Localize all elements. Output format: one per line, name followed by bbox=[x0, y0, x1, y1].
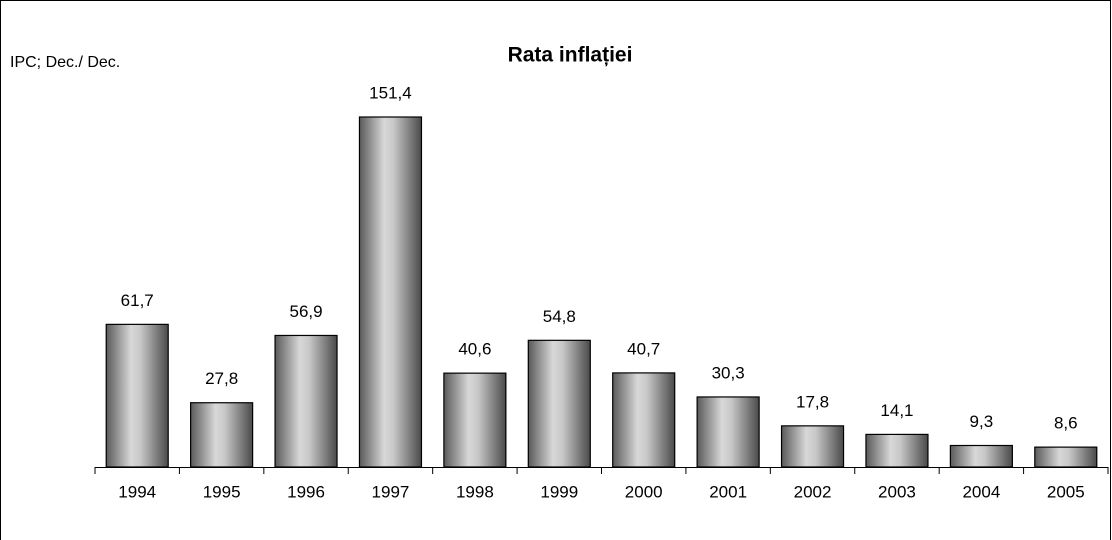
chart-title: Rata inflației bbox=[508, 44, 633, 67]
bar bbox=[358, 116, 423, 468]
data-label: 40,7 bbox=[627, 339, 660, 358]
data-label: 14,1 bbox=[880, 401, 913, 420]
x-tick-label: 2004 bbox=[962, 482, 1000, 501]
x-tick-label: 1995 bbox=[203, 482, 241, 501]
data-label: 40,6 bbox=[458, 340, 491, 359]
x-tick-label: 1999 bbox=[540, 482, 578, 501]
x-tick-label: 1997 bbox=[372, 482, 410, 501]
bar bbox=[443, 372, 507, 468]
data-label: 8,6 bbox=[1054, 414, 1078, 433]
chart-subtitle: IPC; Dec./ Dec. bbox=[10, 54, 120, 71]
bar bbox=[1034, 446, 1098, 468]
bar bbox=[696, 396, 760, 468]
x-tick-label: 2002 bbox=[794, 482, 832, 501]
bar bbox=[865, 433, 929, 468]
x-tick-label: 2000 bbox=[625, 482, 663, 501]
data-label: 56,9 bbox=[289, 302, 322, 321]
x-tick-label: 1998 bbox=[456, 482, 494, 501]
data-label: 27,8 bbox=[205, 369, 238, 388]
data-label: 151,4 bbox=[369, 83, 412, 102]
data-label: 54,8 bbox=[543, 307, 576, 326]
bar bbox=[274, 334, 338, 468]
data-label: 30,3 bbox=[712, 363, 745, 382]
bar bbox=[105, 323, 169, 468]
data-label: 9,3 bbox=[970, 412, 994, 431]
bar bbox=[612, 372, 676, 468]
x-tick-label: 1994 bbox=[118, 482, 156, 501]
bar bbox=[780, 425, 845, 468]
bar bbox=[527, 339, 591, 468]
bar bbox=[949, 444, 1013, 468]
data-label: 17,8 bbox=[796, 392, 829, 411]
x-tick-label: 1996 bbox=[287, 482, 325, 501]
bar bbox=[190, 402, 254, 468]
x-tick-label: 2005 bbox=[1047, 482, 1085, 501]
data-label: 61,7 bbox=[121, 291, 154, 310]
x-tick-label: 2003 bbox=[878, 482, 916, 501]
x-tick-label: 2001 bbox=[709, 482, 747, 501]
